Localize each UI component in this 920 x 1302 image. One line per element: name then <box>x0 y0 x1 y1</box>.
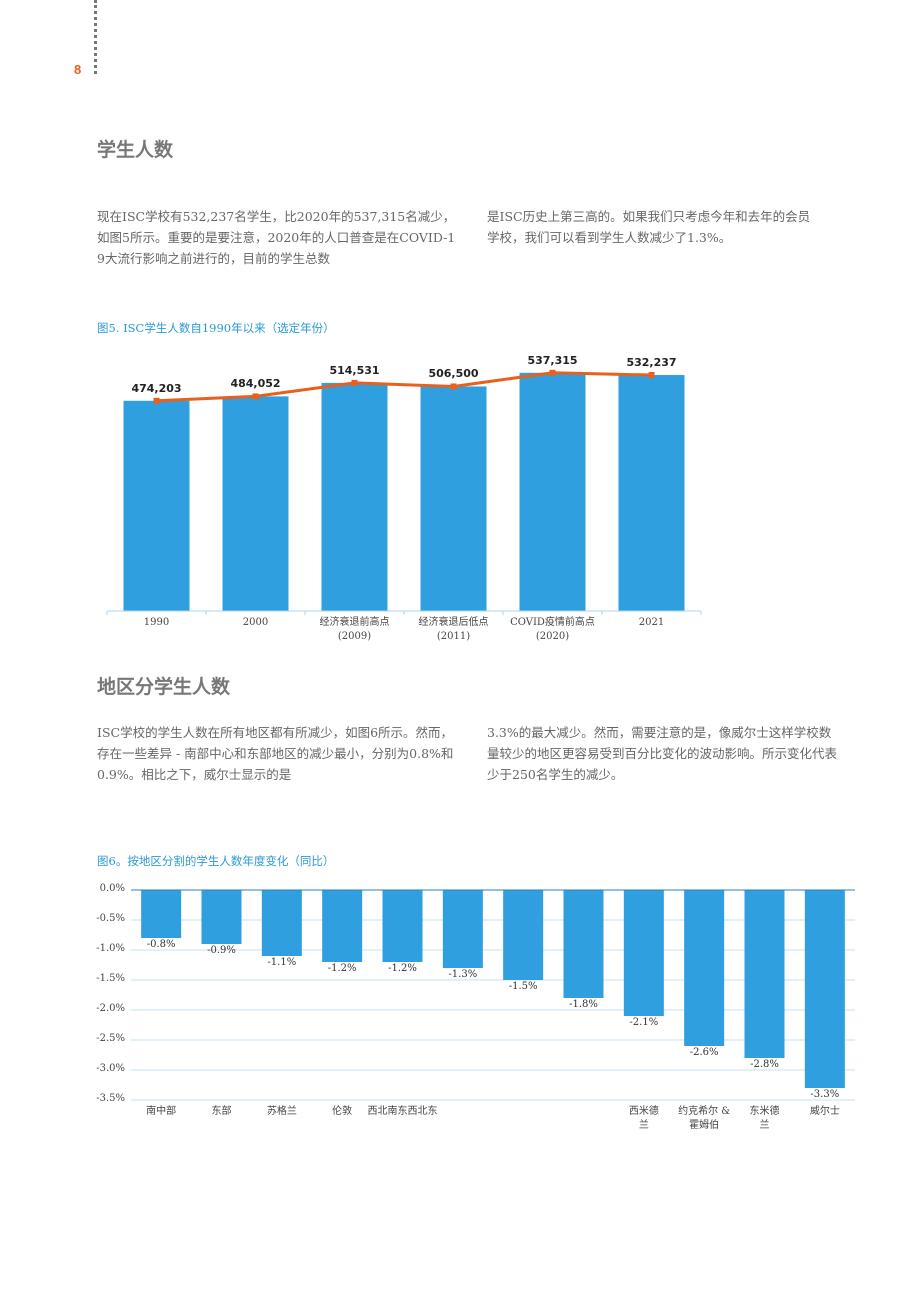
bar <box>618 375 685 611</box>
x-tick-label: 南中部 <box>146 1106 177 1117</box>
x-tick-label: 苏格兰 <box>266 1106 297 1117</box>
x-tick-label: 约克希尔 & 霍姆伯 <box>678 1106 731 1131</box>
line-marker <box>351 379 358 386</box>
bar <box>322 890 363 962</box>
bar <box>503 890 544 980</box>
y-tick-label: -3.5% <box>96 1093 125 1104</box>
data-label: 537,315 <box>527 353 578 367</box>
x-tick-label: 东米德 兰 <box>749 1106 780 1131</box>
line-marker <box>450 383 457 390</box>
data-label: 474,203 <box>131 381 182 395</box>
section-heading: 地区分学生人数 <box>97 676 231 698</box>
data-label: -1.8% <box>569 999 598 1010</box>
page-number: 8 <box>74 62 82 77</box>
figure-caption: 图6。按地区分割的学生人数年度变化（同比） <box>97 854 335 868</box>
x-tick-label: 东部 <box>211 1106 232 1117</box>
paragraph: 3.3%的最大减少。然而，需要注意的是，像威尔士这样学校数量较少的地区更容易受到… <box>487 725 838 782</box>
data-label: -1.1% <box>267 957 297 968</box>
x-tick-label: 威尔士 <box>809 1106 840 1117</box>
data-label: 484,052 <box>230 377 281 391</box>
y-tick-label: -1.5% <box>96 973 125 984</box>
line-marker <box>648 372 655 379</box>
bar <box>222 396 289 611</box>
paragraph: 现在ISC学校有532,237名学生，比2020年的537,315名减少，如图5… <box>97 209 456 266</box>
data-label: -0.8% <box>146 939 176 950</box>
data-label: -2.1% <box>629 1017 659 1028</box>
y-tick-label: -0.5% <box>96 913 125 924</box>
x-tick-label: 西北南东西北东 <box>367 1106 438 1117</box>
data-label: 506,500 <box>428 367 479 381</box>
data-label: 514,531 <box>329 363 380 377</box>
bar <box>382 890 423 962</box>
x-tick-label: 经济衰退前高点 (2009) <box>319 617 390 642</box>
bar <box>141 890 182 938</box>
x-tick-label: COVID疫情前高点 (2020) <box>510 617 595 642</box>
x-tick-label: 经济衰退后低点 (2011) <box>418 617 489 642</box>
data-label: -1.2% <box>388 963 417 974</box>
bar <box>123 400 190 611</box>
bar <box>420 386 487 611</box>
bar <box>442 890 483 968</box>
x-tick-label: 2021 <box>638 617 665 628</box>
x-tick-label: 伦敦 <box>332 1106 353 1117</box>
bar <box>623 890 664 1016</box>
data-label: -3.3% <box>810 1089 840 1100</box>
bar <box>519 372 586 611</box>
chart-svg <box>131 889 855 1101</box>
x-tick-label: 西米德 兰 <box>628 1106 659 1131</box>
line-marker <box>153 397 160 404</box>
bar <box>684 890 725 1046</box>
line-marker <box>549 369 556 376</box>
data-label: -0.9% <box>207 945 236 956</box>
figure-caption: 图5. ISC学生人数自1990年以来（选定年份） <box>97 321 335 335</box>
x-tick-label: 2000 <box>242 617 269 628</box>
y-tick-label: -2.5% <box>96 1033 125 1044</box>
bar <box>563 890 604 998</box>
bar <box>201 890 242 944</box>
y-tick-label: 0.0% <box>99 883 125 894</box>
bar <box>261 890 302 956</box>
dotted-rule <box>94 0 97 74</box>
line <box>156 371 652 403</box>
data-label: -1.3% <box>448 969 478 980</box>
y-tick-label: -3.0% <box>96 1063 125 1074</box>
chart: 0.0% -0.5% -1.0% -1.5% -2.0% -2.5% -3.0% -3.5% 南… <box>90 880 860 1140</box>
data-label: -2.6% <box>689 1047 719 1058</box>
bar <box>744 890 785 1058</box>
x-tick-label: 1990 <box>143 617 170 628</box>
data-label: 532,237 <box>626 356 677 370</box>
y-tick-label: -2.0% <box>96 1003 125 1014</box>
section-heading: 学生人数 <box>97 139 174 161</box>
paragraph: 是ISC历史上第三高的。如果我们只考虑今年和去年的会员学校，我们可以看到学生人数… <box>487 209 811 245</box>
paragraph: ISC学校的学生人数在所有地区都有所减少，如图6所示。然而，存在一些差异 - 南… <box>97 725 454 782</box>
data-label: -1.5% <box>508 981 538 992</box>
line-marker <box>252 393 259 400</box>
bar <box>804 890 845 1088</box>
chart-svg <box>106 369 702 615</box>
chart: 1990 474,203 2000 484,052 经济衰退前高点 (2009) 514,… <box>100 340 710 650</box>
y-tick-label: -1.0% <box>96 943 125 954</box>
data-label: -2.8% <box>750 1059 779 1070</box>
data-label: -1.2% <box>327 963 357 974</box>
bar <box>321 382 388 611</box>
